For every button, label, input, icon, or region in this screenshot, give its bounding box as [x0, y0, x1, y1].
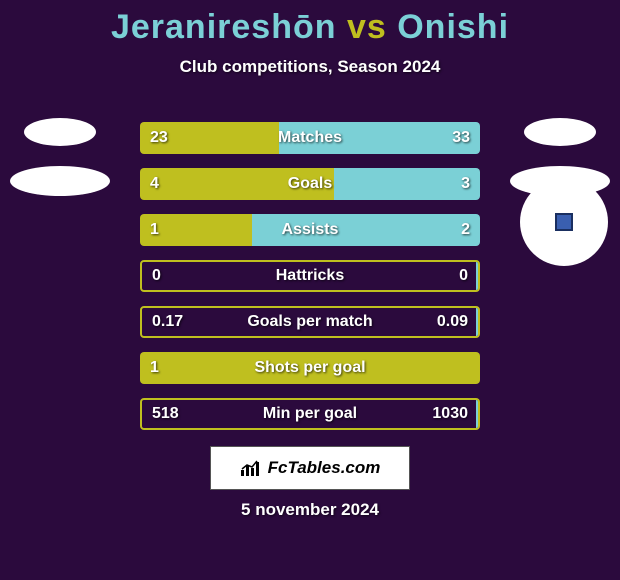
title-vs: vs	[347, 8, 387, 46]
date-label: 5 november 2024	[0, 500, 620, 520]
stat-label: Hattricks	[142, 262, 478, 290]
stat-row: 12Assists	[140, 214, 480, 246]
watermark-text: FcTables.com	[268, 458, 381, 478]
silhouette-icon	[10, 118, 110, 248]
player1-avatar	[10, 118, 110, 248]
stat-label: Goals	[140, 168, 480, 200]
page-title: Jeranireshōn vs Onishi	[0, 0, 620, 47]
stat-row: 2333Matches	[140, 122, 480, 154]
stat-label: Assists	[140, 214, 480, 246]
badge-icon	[555, 213, 573, 231]
subtitle: Club competitions, Season 2024	[0, 57, 620, 77]
stats-bars: 2333Matches 43Goals 12Assists 00Hattricks 0.…	[140, 122, 480, 444]
chart-icon	[240, 459, 262, 477]
stat-label: Goals per match	[142, 308, 478, 336]
title-player1: Jeranireshōn	[111, 8, 337, 46]
stat-row: 43Goals	[140, 168, 480, 200]
stat-label: Min per goal	[142, 400, 478, 428]
title-player2: Onishi	[397, 8, 509, 46]
stat-label: Matches	[140, 122, 480, 154]
team-badge	[520, 178, 608, 266]
stat-row: 5181030Min per goal	[140, 398, 480, 430]
stat-row: 1Shots per goal	[140, 352, 480, 384]
watermark: FcTables.com	[210, 446, 410, 490]
stat-row: 0.170.09Goals per match	[140, 306, 480, 338]
stat-label: Shots per goal	[140, 352, 480, 384]
stat-row: 00Hattricks	[140, 260, 480, 292]
